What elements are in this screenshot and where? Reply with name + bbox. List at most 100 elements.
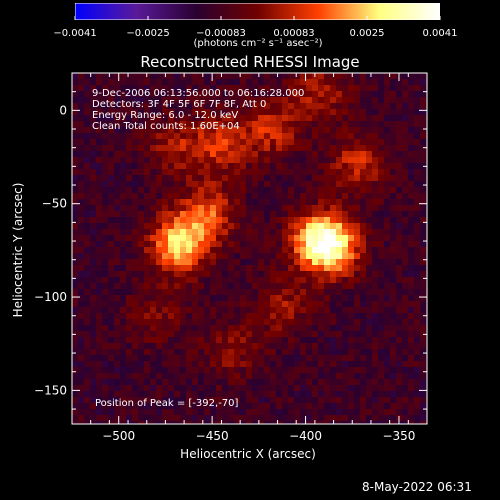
- heatmap-cell: [84, 343, 90, 349]
- heatmap-cell: [330, 385, 336, 391]
- heatmap-cell: [258, 337, 264, 343]
- heatmap-cell: [222, 103, 228, 109]
- heatmap-cell: [114, 421, 120, 424]
- heatmap-cell: [72, 385, 78, 391]
- heatmap-cell: [414, 163, 420, 169]
- heatmap-cell: [390, 199, 396, 205]
- heatmap-cell: [420, 121, 426, 127]
- heatmap-cell: [360, 307, 366, 313]
- heatmap-cell: [132, 247, 138, 253]
- heatmap-cell: [396, 145, 402, 151]
- heatmap-cell: [258, 391, 264, 397]
- heatmap-cell: [90, 277, 96, 283]
- heatmap-cell: [246, 259, 252, 265]
- heatmap-cell: [252, 385, 258, 391]
- heatmap-cell: [330, 181, 336, 187]
- heatmap-cell: [132, 133, 138, 139]
- heatmap-cell: [294, 313, 300, 319]
- heatmap-cell: [366, 403, 372, 409]
- heatmap-cell: [384, 217, 390, 223]
- heatmap-cell: [108, 241, 114, 247]
- heatmap-cell: [330, 157, 336, 163]
- heatmap-cell: [216, 271, 222, 277]
- heatmap-cell: [72, 205, 78, 211]
- heatmap-cell: [276, 145, 282, 151]
- y-tick-label: −100: [34, 290, 67, 304]
- heatmap-cell: [396, 247, 402, 253]
- heatmap-cell: [408, 199, 414, 205]
- heatmap-cell: [162, 133, 168, 139]
- heatmap-cell: [78, 403, 84, 409]
- heatmap-cell: [120, 139, 126, 145]
- heatmap-cell: [246, 283, 252, 289]
- heatmap-cell: [396, 367, 402, 373]
- heatmap-cell: [156, 367, 162, 373]
- heatmap-cell: [96, 319, 102, 325]
- heatmap-cell: [270, 79, 276, 85]
- heatmap-cell: [312, 157, 318, 163]
- heatmap-cell: [198, 145, 204, 151]
- heatmap-cell: [420, 127, 426, 133]
- heatmap-cell: [174, 379, 180, 385]
- heatmap-cell: [198, 241, 204, 247]
- heatmap-cell: [408, 415, 414, 421]
- heatmap-cell: [234, 115, 240, 121]
- heatmap-cell: [312, 103, 318, 109]
- heatmap-cell: [258, 289, 264, 295]
- heatmap-cell: [186, 277, 192, 283]
- heatmap-cell: [336, 193, 342, 199]
- heatmap-cell: [192, 73, 198, 79]
- heatmap-cell: [114, 205, 120, 211]
- heatmap-cell: [366, 409, 372, 415]
- heatmap-cell: [252, 349, 258, 355]
- heatmap-cell: [198, 73, 204, 79]
- heatmap-cell: [390, 379, 396, 385]
- heatmap-cell: [306, 325, 312, 331]
- heatmap-cell: [276, 379, 282, 385]
- heatmap-cell: [174, 175, 180, 181]
- heatmap-cell: [360, 265, 366, 271]
- heatmap-cell: [132, 385, 138, 391]
- heatmap-cell: [336, 175, 342, 181]
- heatmap-cell: [276, 307, 282, 313]
- heatmap-cell: [318, 151, 324, 157]
- heatmap-cell: [198, 403, 204, 409]
- heatmap-cell: [306, 133, 312, 139]
- heatmap-cell: [390, 355, 396, 361]
- heatmap-cell: [108, 127, 114, 133]
- heatmap-cell: [372, 337, 378, 343]
- heatmap-cell: [186, 421, 192, 424]
- heatmap-cell: [252, 397, 258, 403]
- heatmap-cell: [318, 73, 324, 79]
- heatmap-cell: [150, 115, 156, 121]
- heatmap-cell: [126, 253, 132, 259]
- heatmap-cell: [300, 121, 306, 127]
- heatmap-cell: [102, 415, 108, 421]
- heatmap-cell: [216, 217, 222, 223]
- heatmap-cell: [348, 307, 354, 313]
- heatmap-cell: [126, 367, 132, 373]
- heatmap-cell: [408, 397, 414, 403]
- heatmap-cell: [144, 133, 150, 139]
- heatmap-cell: [138, 211, 144, 217]
- heatmap-cell: [90, 133, 96, 139]
- heatmap-cell: [150, 391, 156, 397]
- heatmap-cell: [330, 187, 336, 193]
- heatmap-cell: [132, 163, 138, 169]
- heatmap-cell: [120, 205, 126, 211]
- heatmap-cell: [414, 295, 420, 301]
- heatmap-cell: [306, 175, 312, 181]
- heatmap-cell: [138, 85, 144, 91]
- heatmap-cell: [210, 403, 216, 409]
- heatmap-cell: [288, 199, 294, 205]
- heatmap-cell: [276, 403, 282, 409]
- heatmap-cell: [138, 271, 144, 277]
- heatmap-cell: [234, 289, 240, 295]
- heatmap-cell: [324, 241, 330, 247]
- heatmap-cell: [384, 421, 390, 424]
- heatmap-cell: [258, 379, 264, 385]
- heatmap-cell: [258, 163, 264, 169]
- heatmap-cell: [408, 367, 414, 373]
- heatmap-cell: [366, 229, 372, 235]
- heatmap-cell: [162, 121, 168, 127]
